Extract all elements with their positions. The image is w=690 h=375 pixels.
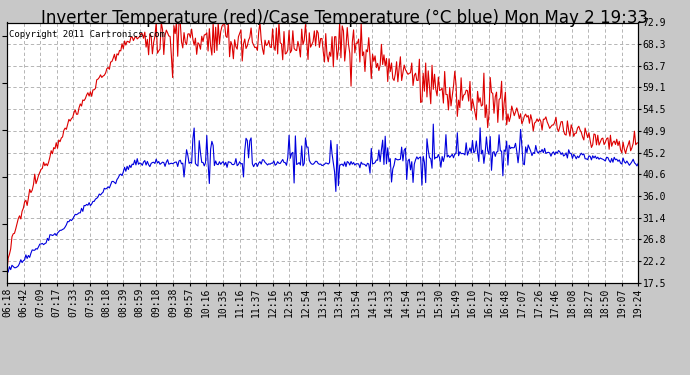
Text: Inverter Temperature (red)/Case Temperature (°C blue) Mon May 2 19:33: Inverter Temperature (red)/Case Temperat… — [41, 9, 649, 27]
Text: Copyright 2011 Cartronics.com: Copyright 2011 Cartronics.com — [9, 30, 165, 39]
